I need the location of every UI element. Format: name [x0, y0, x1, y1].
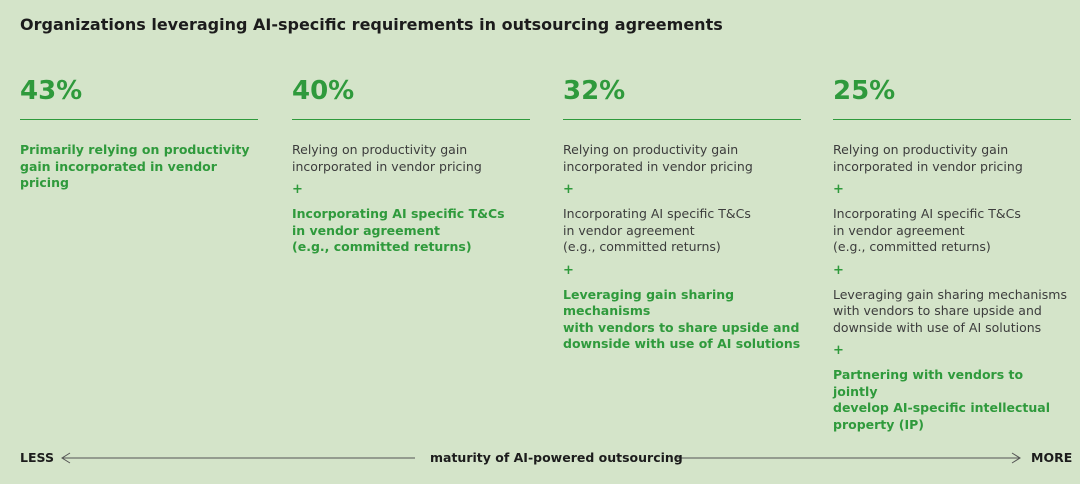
plus-sign: + [563, 262, 574, 278]
plus-sign: + [833, 182, 844, 197]
item-line: in vendor agreement [833, 222, 965, 238]
item-line: Leveraging gain sharing mechanisms [833, 286, 1067, 302]
item-line: downside with use of AI solutions [833, 319, 1042, 335]
item: Primarily relying on productivity gain in… [20, 142, 258, 192]
plus-sign: + [563, 182, 574, 197]
item: Relying on productivity gain incorporated… [292, 142, 530, 175]
item-line: incorporated in vendor pricing [833, 158, 1023, 174]
item-line: Incorporating AI specific T&Cs [563, 206, 751, 221]
item-line: Relying on productivity gain [833, 142, 1009, 157]
item-line: Primarily relying on productivity [20, 142, 250, 157]
scale-left: LESS [20, 450, 54, 465]
title: Organizations leveraging AI-specific req… [20, 15, 723, 34]
item-line: Relying on productivity gain [292, 142, 468, 157]
divider [20, 119, 258, 120]
item: Incorporating AI specific T&Cs in vendor … [833, 206, 1071, 256]
divider [833, 119, 1071, 120]
item-line: incorporated in vendor pricing [563, 158, 753, 174]
item-line: (e.g., committed returns) [563, 239, 721, 254]
item-line: with vendors to share upside and [833, 303, 1042, 318]
item: Relying on productivity gain incorporated… [563, 142, 801, 175]
item-line: in vendor agreement [563, 222, 695, 238]
percent: 32% [563, 76, 626, 106]
item: Leveraging gain sharing mechanisms with v… [563, 287, 801, 353]
divider [563, 119, 801, 120]
column: 43% Primarily relying on productivity gain… [20, 76, 258, 192]
column: 32% Relying on productivity gain incorpora… [563, 76, 801, 353]
item-line: Incorporating AI specific T&Cs [292, 206, 505, 221]
item-line: (e.g., committed returns) [292, 239, 472, 254]
item-line: in vendor agreement [292, 222, 440, 238]
item-line: Relying on productivity gain [563, 142, 739, 157]
item: Incorporating AI specific T&Cs in vendor … [563, 206, 801, 256]
item-line: downside with use of AI solutions [563, 336, 801, 351]
plus-sign: + [292, 182, 303, 197]
percent: 43% [20, 76, 83, 106]
item-line: property (IP) [833, 416, 925, 432]
item-line: Partnering with vendors to jointly [833, 367, 1024, 399]
divider [292, 119, 530, 120]
item-line: Incorporating AI specific T&Cs [833, 206, 1021, 221]
percent: 25% [833, 76, 896, 106]
scale-right: MORE [1031, 450, 1073, 465]
column: 40% Relying on productivity gain incorpora… [292, 76, 530, 256]
item: Partnering with vendors to jointly develo… [833, 367, 1071, 433]
plus-sign: + [833, 262, 844, 278]
column: 25% Relying on productivity gain incorpora… [833, 76, 1071, 433]
item-line: incorporated in vendor pricing [292, 158, 482, 174]
plus-sign: + [833, 343, 844, 358]
percent: 40% [292, 76, 355, 106]
item: Relying on productivity gain incorporated… [833, 142, 1071, 175]
item-line: with vendors to share upside and [563, 319, 800, 335]
scale-label: maturity of AI-powered outsourcing [430, 450, 683, 465]
item-line: gain incorporated in vendor pricing [20, 158, 217, 191]
item-line: (e.g., committed returns) [833, 239, 991, 254]
item-line: Leveraging gain sharing mechanisms [563, 286, 735, 319]
item: Incorporating AI specific T&Cs in vendor … [292, 206, 530, 256]
item-line: develop AI-specific intellectual [833, 400, 1051, 415]
item: Leveraging gain sharing mechanisms with v… [833, 287, 1071, 337]
